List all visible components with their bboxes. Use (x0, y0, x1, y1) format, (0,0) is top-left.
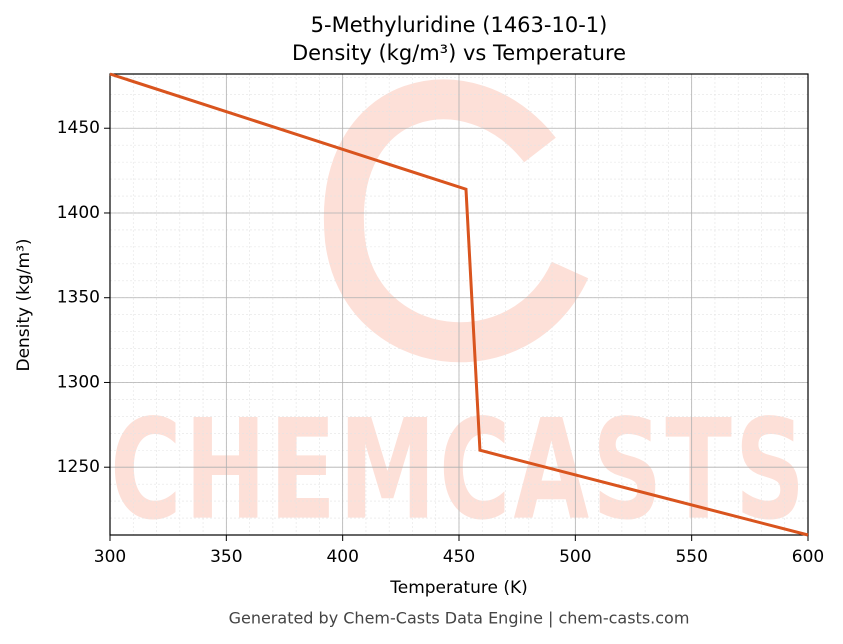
y-tick-label: 1250 (57, 457, 100, 477)
watermark-logo (323, 79, 589, 363)
y-tick-label: 1350 (57, 288, 100, 308)
y-tick-label: 1300 (57, 372, 100, 392)
chart-title: 5-Methyluridine (1463-10-1) (311, 13, 608, 37)
footer: Generated by Chem-Casts Data Engine | ch… (229, 609, 690, 628)
data-line (109, 72, 809, 537)
x-tick-label: 550 (675, 547, 707, 567)
x-tick-label: 450 (443, 547, 475, 567)
plot-frame (109, 73, 809, 536)
x-axis-label: Temperature (K) (389, 578, 528, 598)
y-tick-label: 1450 (57, 118, 100, 138)
watermark: CHEMCASTS (110, 390, 808, 551)
x-tick-label: 500 (559, 547, 591, 567)
chart-subtitle: Density (kg/m³) vs Temperature (292, 41, 626, 65)
x-tick-label: 300 (94, 547, 126, 567)
x-tick-label: 350 (210, 547, 242, 567)
y-axis-label: Density (kg/m³) (14, 238, 34, 371)
x-tick-label: 600 (792, 547, 824, 567)
x-tick-label: 400 (326, 547, 358, 567)
y-tick-label: 1400 (57, 203, 100, 223)
